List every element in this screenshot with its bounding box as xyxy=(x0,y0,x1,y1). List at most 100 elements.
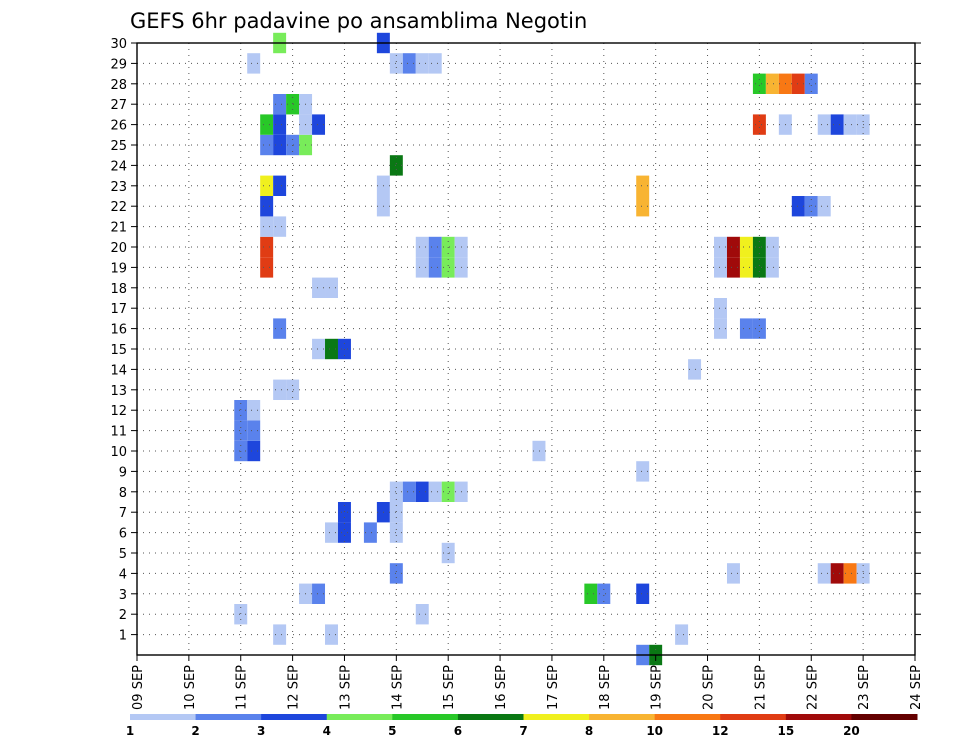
heatmap-cell xyxy=(325,522,338,543)
heatmap-cell xyxy=(247,400,261,421)
heatmap-cell xyxy=(636,196,650,217)
heatmap-cell xyxy=(791,196,805,217)
heatmap-cell xyxy=(675,624,689,645)
colorbar-swatch xyxy=(654,714,721,720)
heatmap-cell xyxy=(636,583,650,604)
heatmap-cell xyxy=(389,563,403,584)
heatmap-cell xyxy=(428,53,442,74)
heatmap-cell xyxy=(234,604,248,625)
x-tick-label: 13 SEP xyxy=(338,665,353,710)
colorbar-swatch xyxy=(851,714,918,720)
x-tick-label: 21 SEP xyxy=(753,665,768,710)
heatmap-cell xyxy=(286,94,300,115)
colorbar-swatch xyxy=(589,714,656,720)
y-tick-label: 3 xyxy=(119,588,127,603)
x-tick-label: 18 SEP xyxy=(598,665,613,710)
colorbar-swatch xyxy=(195,714,262,720)
heatmap-cell xyxy=(363,522,377,543)
heatmap-cell xyxy=(260,175,274,196)
heatmap-cell xyxy=(415,257,429,278)
y-tick-label: 14 xyxy=(110,363,127,378)
y-tick-label: 16 xyxy=(110,323,127,338)
heatmap-cell xyxy=(428,257,442,278)
heatmap-cell xyxy=(714,318,727,339)
y-tick-label: 19 xyxy=(110,261,127,276)
y-tick-label: 25 xyxy=(110,139,127,154)
x-tick-label: 22 SEP xyxy=(805,665,820,710)
heatmap-cell xyxy=(273,94,287,115)
heatmap-cell xyxy=(260,216,274,237)
heatmap-cell xyxy=(441,481,455,502)
heatmap-cell xyxy=(247,420,261,441)
colorbar-swatch xyxy=(523,714,590,720)
colorbar-swatch xyxy=(392,714,459,720)
heatmap-cell xyxy=(312,277,326,298)
y-tick-label: 6 xyxy=(119,527,127,542)
heatmap-cell xyxy=(765,257,779,278)
heatmap-cells xyxy=(234,32,870,666)
heatmap-cell xyxy=(273,175,287,196)
colorbar-swatch xyxy=(785,714,852,720)
y-tick-label: 15 xyxy=(110,343,127,358)
heatmap-cell xyxy=(752,257,766,278)
heatmap-cell xyxy=(260,134,274,156)
heatmap-cell xyxy=(260,196,274,217)
heatmap-cell xyxy=(402,53,416,74)
colorbar-label: 12 xyxy=(712,724,729,738)
heatmap-cell xyxy=(234,420,248,441)
heatmap-cell xyxy=(415,236,429,258)
colorbar-label: 7 xyxy=(519,724,527,738)
colorbar-label: 4 xyxy=(323,724,331,738)
heatmap-cell xyxy=(273,134,287,156)
y-tick-label: 28 xyxy=(110,78,127,93)
y-tick-label: 22 xyxy=(110,200,127,215)
colorbar-label: 6 xyxy=(454,724,462,738)
y-tick-label: 5 xyxy=(119,547,127,562)
heatmap-cell xyxy=(415,481,429,502)
heatmap-cell xyxy=(830,114,844,135)
heatmap-cell xyxy=(428,481,442,502)
heatmap-cell xyxy=(726,563,740,584)
heatmap-cell xyxy=(389,53,403,74)
y-tick-label: 1 xyxy=(119,629,127,644)
x-tick-label: 12 SEP xyxy=(287,665,302,710)
heatmap-cell xyxy=(688,359,702,380)
heatmap-cell xyxy=(389,522,403,543)
heatmap-cell xyxy=(441,257,455,278)
heatmap-cell xyxy=(389,155,403,176)
y-tick-label: 29 xyxy=(110,57,127,72)
heatmap-cell xyxy=(714,236,727,258)
heatmap-cell xyxy=(325,277,338,298)
heatmap-cell xyxy=(247,53,261,74)
heatmap-cell xyxy=(739,236,753,258)
heatmap-cell xyxy=(765,73,779,94)
x-axis: 09 SEP 10 SEP 11 SEP 12 SEP 13 SEP 14 SEP 15 S… xyxy=(131,655,924,710)
y-tick-label: 18 xyxy=(110,282,127,297)
heatmap-cell xyxy=(337,522,351,543)
x-tick-label: 09 SEP xyxy=(131,665,146,710)
y-tick-label: 11 xyxy=(110,425,127,440)
heatmap-cell xyxy=(765,236,779,258)
heatmap-cell xyxy=(739,318,753,339)
heatmap-cell xyxy=(273,216,287,237)
heatmap-cell xyxy=(247,440,261,462)
heatmap-cell xyxy=(312,114,326,135)
colorbar-swatch xyxy=(130,714,197,720)
heatmap-cell xyxy=(312,583,326,604)
x-tick-label: 16 SEP xyxy=(494,665,509,710)
heatmap-cell xyxy=(752,114,766,135)
heatmap-cell xyxy=(260,114,274,135)
heatmap-cell xyxy=(726,236,740,258)
x-tick-label: 14 SEP xyxy=(390,665,405,710)
heatmap-cell xyxy=(830,563,844,584)
heatmap-cell xyxy=(843,563,857,584)
colorbar-label: 8 xyxy=(585,724,593,738)
heatmap-cell xyxy=(325,624,338,645)
heatmap-cell xyxy=(312,338,326,360)
heatmap-cell xyxy=(234,400,248,421)
heatmap-cell xyxy=(714,298,727,319)
y-tick-label: 24 xyxy=(110,159,127,174)
grid-lines xyxy=(137,43,915,655)
heatmap-cell xyxy=(389,481,403,502)
y-tick-label: 13 xyxy=(110,384,127,399)
